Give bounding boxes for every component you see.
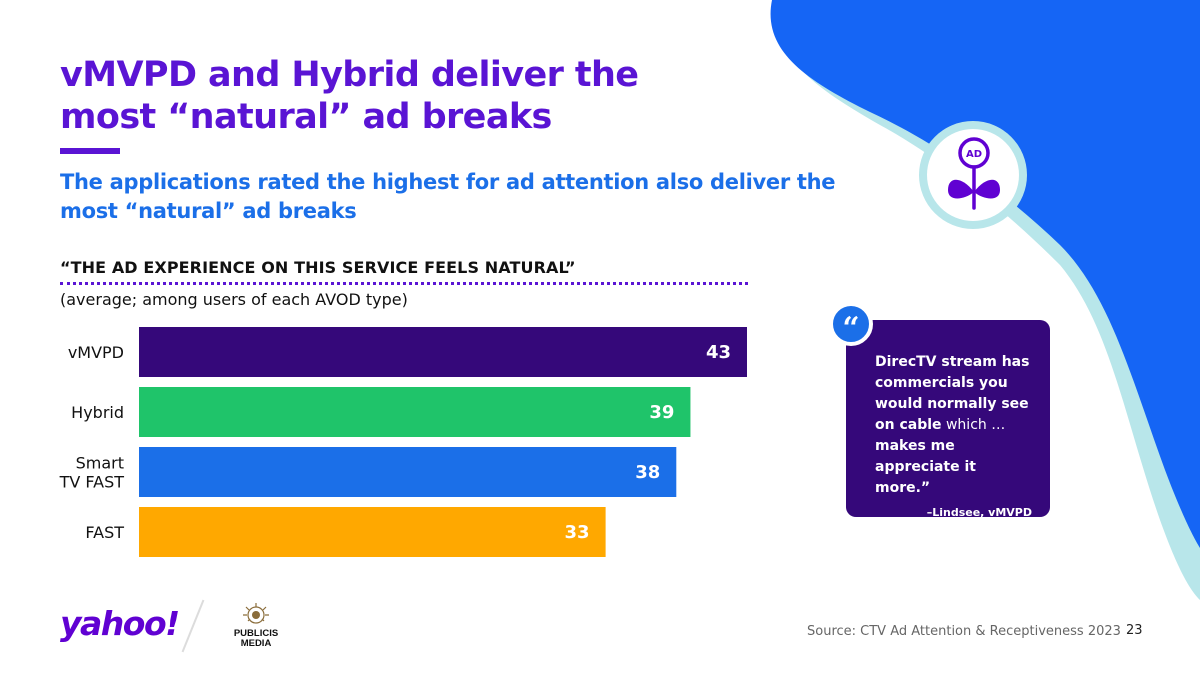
ad-badge-text: AD: [966, 149, 982, 160]
bar-value-label: 33: [565, 522, 590, 543]
chart-note: (average; among users of each AVOD type): [60, 290, 408, 309]
title-underline: [60, 148, 120, 154]
quote-mark-icon: “: [829, 302, 873, 346]
natural-ad-break-bar-chart: 43 vMVPD 39 Hybrid 38 Smart TV FAST 33 FAST: [59, 327, 747, 557]
bar-fast: [139, 507, 606, 557]
bar-vmvpd: [139, 327, 747, 377]
publicis-media-logo: PUBLICIS MEDIA: [234, 603, 278, 649]
category-label: Smart TV FAST: [59, 454, 125, 492]
yahoo-logo: yahoo!: [60, 604, 180, 643]
dotted-divider: [60, 282, 748, 285]
bar-hybrid: [139, 387, 691, 437]
slide-title: vMVPD and Hybrid deliver the most “natur…: [60, 55, 639, 137]
quote-attribution: –Lindsee, vMVPD: [926, 506, 1032, 519]
blue-wave-shape: [770, 0, 1200, 548]
category-label: FAST: [85, 523, 124, 542]
page-number: 23: [1126, 623, 1143, 638]
source-citation: Source: CTV Ad Attention & Receptiveness…: [807, 624, 1121, 639]
bar-value-label: 39: [649, 402, 674, 423]
svg-text:PUBLICIS: PUBLICIS: [234, 628, 278, 639]
bar-value-label: 43: [706, 342, 731, 363]
bar-value-label: 38: [635, 462, 660, 483]
survey-statement: “THE AD EXPERIENCE ON THIS SERVICE FEELS…: [60, 258, 576, 277]
category-label: Hybrid: [71, 403, 124, 422]
bar-smart-tv-fast: [139, 447, 677, 497]
quote-card: DirecTV stream has commercials you would…: [846, 320, 1050, 519]
svg-text:MEDIA: MEDIA: [241, 638, 272, 649]
quote-text: DirecTV stream has commercials you would…: [875, 354, 1030, 496]
flower-ad-icon: AD: [919, 121, 1027, 229]
category-label: vMVPD: [68, 343, 124, 362]
slide-subtitle: The applications rated the highest for a…: [60, 170, 836, 223]
